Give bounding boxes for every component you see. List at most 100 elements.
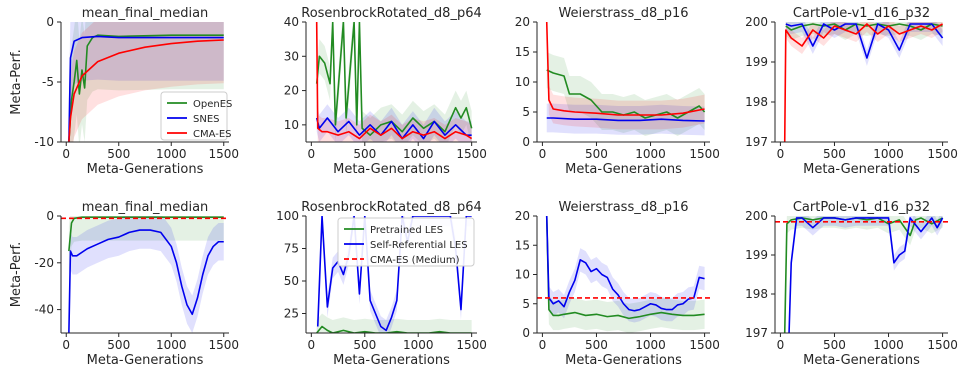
legend-frame xyxy=(337,217,475,267)
x-tick-label: 1000 xyxy=(873,338,904,352)
x-tick-label: 0 xyxy=(308,338,316,352)
panel-4: 0 500 1000 1500 197 198 199 200 CartPole-v1_d16_… xyxy=(745,6,958,177)
band-cma-es xyxy=(784,22,943,142)
plot-area xyxy=(68,22,224,142)
plot-area xyxy=(545,22,706,136)
chart-title: RosenbrockRotated_d8_p64 xyxy=(301,200,481,215)
band-self-referential-les xyxy=(68,216,224,333)
x-tick-label: 1500 xyxy=(927,338,958,352)
band-snes xyxy=(68,22,224,142)
series-cma-es xyxy=(315,22,473,140)
x-tick-label: 500 xyxy=(107,338,130,352)
band-pretrained-les xyxy=(546,216,705,333)
x-tick-label: 0 xyxy=(62,338,70,352)
x-tick-label: 500 xyxy=(585,338,608,352)
legend-label: Pretrained LES xyxy=(370,225,443,236)
y-tick-label: 10 xyxy=(515,75,530,89)
x-tick-label: 1500 xyxy=(689,147,720,161)
x-tick-label: 500 xyxy=(107,147,130,161)
x-tick-label: 500 xyxy=(353,147,376,161)
x-tick-label: 0 xyxy=(539,147,547,161)
panel-5: 0 500 1000 1500 -40 -20 0 mean_final_median Meta… xyxy=(9,200,239,368)
panel-8: 0 500 1000 1500 197 198 199 200 CartPole-v1_d16_… xyxy=(745,200,958,368)
y-tick-label: 25 xyxy=(284,307,299,321)
chart-title: mean_final_median xyxy=(82,200,209,215)
x-tick-label: 1000 xyxy=(873,147,904,161)
x-tick-label: 500 xyxy=(823,338,846,352)
plot-area xyxy=(315,22,473,142)
y-tick-label: 75 xyxy=(284,242,299,256)
plot-area xyxy=(783,22,944,142)
y-tick-label: 199 xyxy=(745,248,768,262)
legend-label: CMA-ES xyxy=(193,129,232,140)
x-axis-label: Meta-Generations xyxy=(565,353,682,368)
band-pretrained-les xyxy=(784,216,943,333)
x-tick-label: 0 xyxy=(539,338,547,352)
y-tick-label: 40 xyxy=(284,15,299,29)
series-pretrained-les xyxy=(545,216,705,320)
x-tick-label: 500 xyxy=(585,147,608,161)
x-tick-label: 0 xyxy=(62,147,70,161)
legend-label: OpenES xyxy=(193,99,232,110)
y-tick-label: -5 xyxy=(42,75,54,89)
band-pretrained-les xyxy=(68,216,224,275)
chart-title: Weierstrass_d8_p16 xyxy=(558,200,688,215)
band-cma-es xyxy=(546,22,705,130)
legend-label: CMA-ES (Medium) xyxy=(370,255,460,266)
band-cma-es xyxy=(68,22,224,142)
chart-title: CartPole-v1_d16_p32 xyxy=(793,6,930,21)
x-tick-label: 1000 xyxy=(156,338,187,352)
panel-2: 0 500 1000 1500 10 20 30 40RosenbrockRotated_d8… xyxy=(284,6,487,177)
x-tick-label: 500 xyxy=(353,338,376,352)
legend-frame xyxy=(160,91,228,141)
y-tick-label: 200 xyxy=(745,15,768,29)
x-axis-label: Meta-Generations xyxy=(803,162,920,177)
y-tick-label: 50 xyxy=(284,274,299,288)
y-tick-label: -40 xyxy=(34,303,54,317)
x-tick-label: 1000 xyxy=(635,338,666,352)
y-tick-label: 197 xyxy=(745,326,768,340)
x-axis-label: Meta-Generations xyxy=(333,162,450,177)
x-tick-label: 1500 xyxy=(456,147,487,161)
chart-title: Weierstrass_d8_p16 xyxy=(558,6,688,21)
legend-label: Self-Referential LES xyxy=(370,240,468,251)
x-tick-label: 1000 xyxy=(403,147,434,161)
y-tick-label: 15 xyxy=(515,238,530,252)
y-axis-label: Meta-Perf. xyxy=(9,49,24,114)
x-tick-label: 1500 xyxy=(689,338,720,352)
y-tick-label: 197 xyxy=(745,135,768,149)
x-tick-label: 1500 xyxy=(927,147,958,161)
plot-area xyxy=(537,216,710,333)
y-axis-label: Meta-Perf. xyxy=(9,242,24,307)
plot-area xyxy=(775,216,948,333)
plot-area xyxy=(61,216,229,333)
x-tick-label: 1500 xyxy=(208,338,239,352)
series-self-referential-les xyxy=(545,216,705,312)
y-tick-label: 15 xyxy=(515,45,530,59)
x-tick-label: 1000 xyxy=(635,147,666,161)
x-axis-label: Meta-Generations xyxy=(87,353,204,368)
panel-7: 0 500 1000 1500 0 5 10 15 20 Weierstrass_d8_p16 Me… xyxy=(515,200,720,368)
y-tick-label: -10 xyxy=(34,135,54,149)
x-tick-label: 500 xyxy=(823,147,846,161)
band-cma-es xyxy=(316,22,472,142)
y-tick-label: 0 xyxy=(46,15,54,29)
x-tick-label: 1000 xyxy=(156,147,187,161)
panel-3: 0 500 1000 1500 0 5 10 15 20 Weierstrass_d8_p16 Me… xyxy=(515,6,720,177)
y-tick-label: 0 xyxy=(46,209,54,223)
legend-bottom: Pretrained LES Self-Referential LES CMA-ES… xyxy=(337,217,475,267)
y-tick-label: 198 xyxy=(745,95,768,109)
y-tick-label: 5 xyxy=(522,297,530,311)
legend-label: SNES xyxy=(193,114,220,125)
series-cma-es xyxy=(545,22,705,116)
y-tick-label: 20 xyxy=(515,15,530,29)
y-tick-label: 30 xyxy=(284,49,299,63)
y-tick-label: 198 xyxy=(745,287,768,301)
x-tick-label: 0 xyxy=(777,338,785,352)
band-self-referential-les xyxy=(789,216,943,333)
y-tick-label: 0 xyxy=(522,135,530,149)
x-axis-label: Meta-Generations xyxy=(87,162,204,177)
band-snes xyxy=(546,103,705,136)
x-tick-label: 0 xyxy=(777,147,785,161)
